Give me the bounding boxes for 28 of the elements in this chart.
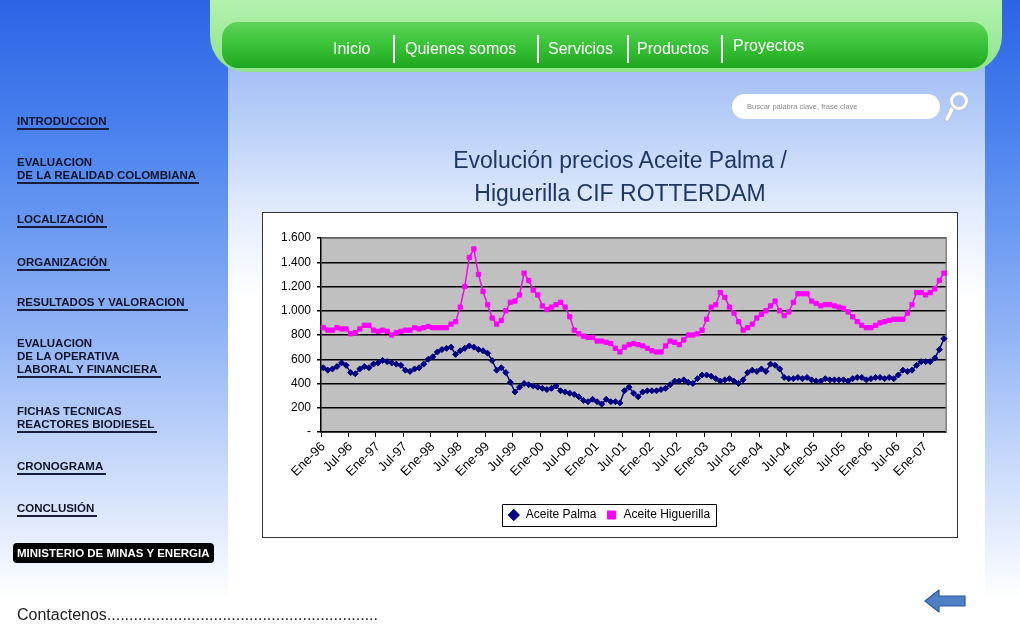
text: Quienes somos xyxy=(405,40,517,58)
y-tick-label: 1.200 xyxy=(280,278,312,293)
legend-label: Aceite Higuerilla xyxy=(623,507,711,522)
text: MINISTERIO DE MINAS Y ENERGIA xyxy=(13,543,214,563)
y-tick-label: 1.600 xyxy=(280,230,312,245)
text: EVALUACION DE LA OPERATIVA LABORAL Y FINANCIERA xyxy=(17,337,161,378)
text: ORGANIZACIÓN xyxy=(17,256,111,271)
text: Inicio xyxy=(333,40,371,58)
y-tick-label: 600 xyxy=(290,351,312,366)
chart-title: Evolución precios Aceite Palma / Higuerilla CIF ROTTERDAM xyxy=(452,146,788,208)
text: RESULTADOS Y VALORACION xyxy=(17,296,188,311)
y-tick-label: 400 xyxy=(290,375,312,390)
text: Contactenos............................................................. xyxy=(17,606,378,624)
text: Productos xyxy=(637,40,710,58)
text: LOCALIZACIÓN xyxy=(17,213,107,228)
y-tick-label: - xyxy=(307,424,311,439)
y-tick-label: 200 xyxy=(290,400,312,415)
y-tick-label: 1.000 xyxy=(280,303,312,318)
text: Proyectos xyxy=(733,37,805,55)
y-tick-label: 800 xyxy=(290,327,312,342)
text: CONCLUSIÓN xyxy=(17,502,98,517)
text: INTRODUCCION xyxy=(17,115,110,130)
y-tick-label: 1.400 xyxy=(280,254,312,269)
text: FICHAS TECNICAS REACTORES BIODIESEL xyxy=(17,405,158,433)
text: Servicios xyxy=(548,40,613,58)
text: CRONOGRAMA xyxy=(17,460,107,475)
text: EVALUACION DE LA REALIDAD COLOMBIANA xyxy=(17,156,200,184)
legend-label: Aceite Palma xyxy=(525,507,597,522)
